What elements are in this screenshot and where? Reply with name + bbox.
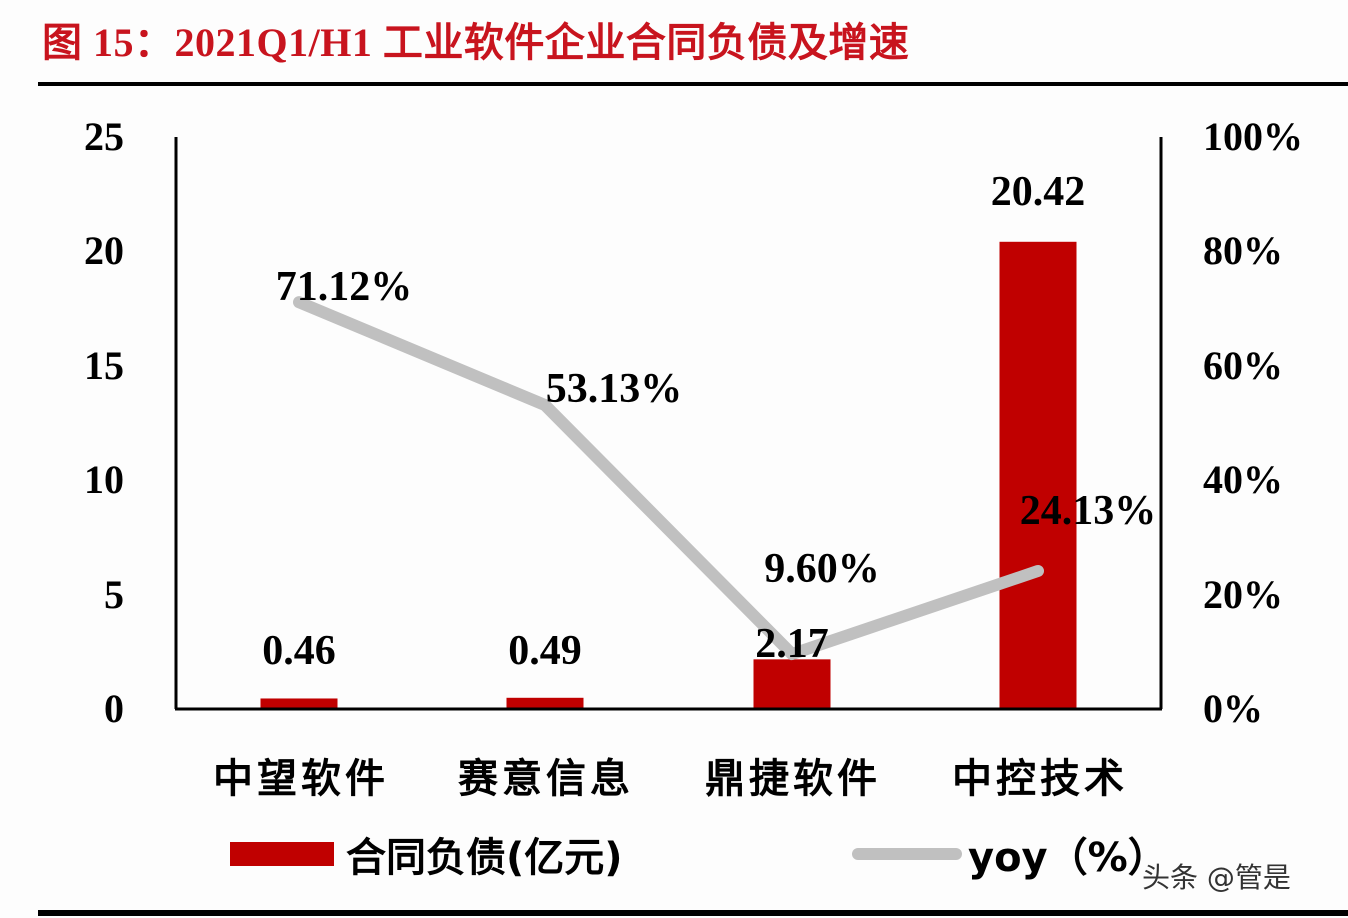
data-label: 2.17 [755,621,829,667]
data-label: 24.13% [1020,488,1157,534]
right-axis-tick: 20% [1203,572,1283,617]
bar-value-labels: 0.46 0.49 2.17 20.42 [262,169,1085,674]
data-label: 9.60% [764,546,880,592]
data-label: 71.12% [276,264,413,310]
legend-label: yoy（%） [968,835,1168,881]
category-label: 鼎捷软件 [705,756,881,802]
left-axis-tick: 10 [84,457,124,502]
data-label: 20.42 [991,169,1086,215]
data-label: 0.46 [262,628,336,674]
bar [999,241,1077,709]
left-axis-tick: 20 [84,228,124,273]
chart-title: 图 15：2021Q1/H1 工业软件企业合同负债及增速 [42,20,910,65]
category-label: 赛意信息 [458,756,634,802]
left-axis-tick: 0 [104,686,124,731]
right-axis-tick: 0% [1203,686,1263,731]
legend-label: 合同负债(亿元) [346,835,623,881]
left-axis-tick: 25 [84,114,124,159]
legend-item-contract-liabilities: 合同负债(亿元) [230,826,623,882]
line-swatch-icon [852,848,962,860]
category-label: 中控技术 [952,756,1128,802]
watermark: 头条 @管是 [1142,861,1291,894]
bottom-divider [38,910,1348,916]
right-axis-tick: 60% [1203,343,1283,388]
bar [506,697,584,709]
legend-item-yoy: yoy（%） [852,826,1168,882]
bar [753,659,831,709]
yoy-value-labels: 71.12% 53.13% 9.60% 24.13% [276,264,1157,592]
bar-swatch-icon [230,842,334,866]
left-axis-tick: 15 [84,343,124,388]
yoy-line [293,296,1044,661]
right-axis-tick: 100% [1203,114,1303,159]
bar [260,698,338,709]
data-label: 0.49 [508,628,582,674]
bar-series [260,241,1077,709]
data-label: 53.13% [546,366,683,412]
category-label: 中望软件 [213,756,389,802]
top-divider [38,82,1348,86]
right-axis-tick: 80% [1203,228,1283,273]
left-axis-tick: 5 [104,572,124,617]
right-axis-tick: 40% [1203,457,1283,502]
